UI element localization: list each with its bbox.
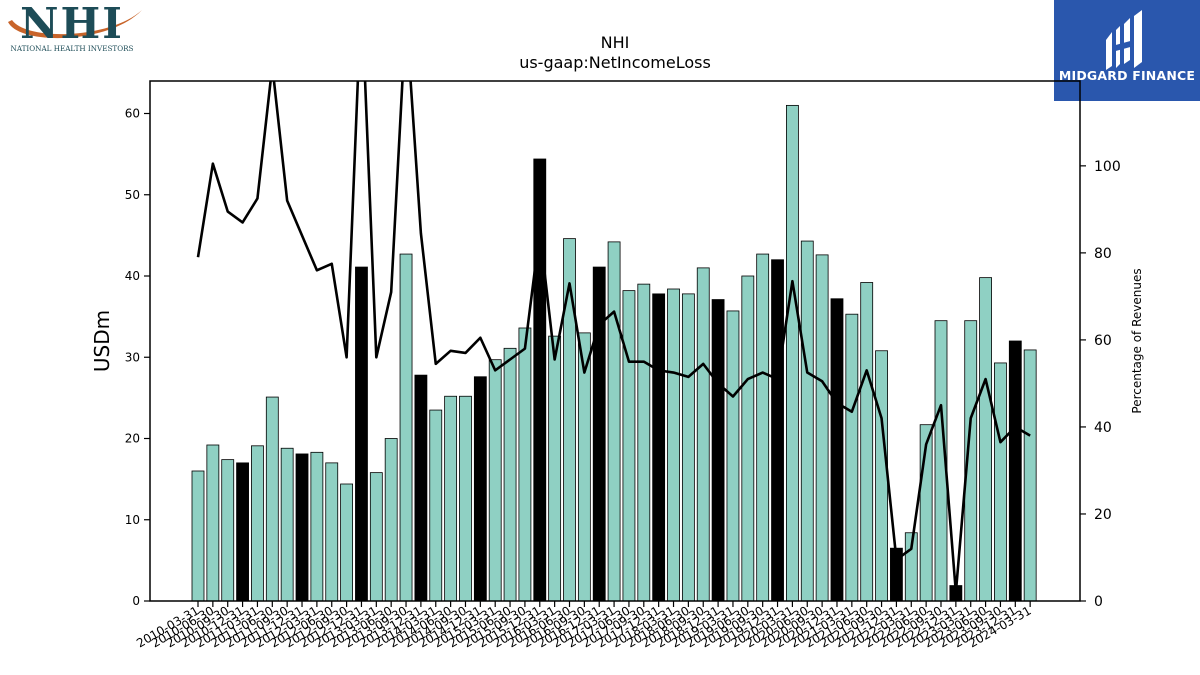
y2-tick-label-20: 20 [1094,507,1112,523]
y2-tick-label-0: 0 [1094,594,1103,610]
bar-22 [518,327,532,602]
y-axis-right: 0 20 40 60 80 100 [1080,159,1121,610]
bar-8 [310,451,324,602]
bar-40 [786,104,799,602]
chart-title: NHI [601,33,630,52]
plot-frame [149,80,1081,602]
bar-24 [548,335,562,602]
y-tick-label-40: 40 [125,269,140,283]
bar-27 [592,266,606,602]
nhi-logo-subtitle: NATIONAL HEALTH INVESTORS [11,44,134,53]
y2-tick-label-60: 60 [1094,333,1112,349]
bar-1 [206,444,220,602]
bar-20 [488,359,502,602]
bar-17 [444,395,458,602]
y2-tick-label-80: 80 [1094,246,1112,262]
bar-30 [637,283,651,602]
bar-12 [369,472,383,602]
bar-35 [711,299,725,602]
bar-0 [191,470,205,602]
bar-46 [875,350,888,602]
bar-25 [563,238,576,602]
bar-28 [607,241,621,602]
bar-42 [815,254,829,602]
percentage-line [196,81,1031,594]
bar-43 [830,298,844,602]
bar-55 [1008,340,1022,602]
y-tick-label-30: 30 [125,350,140,364]
bar-10 [340,483,354,602]
y-axis-left: 0 10 20 30 40 50 60 [125,107,150,608]
bar-53 [979,277,992,602]
bar-36 [726,310,740,602]
bar-11 [355,266,368,602]
bar-19 [473,376,487,602]
y-tick-label-20: 20 [125,432,140,446]
line-group [196,81,1031,594]
bar-16 [429,409,443,602]
bar-34 [696,267,710,602]
bar-23 [533,158,547,602]
bar-3 [236,462,249,602]
y-axis-label: USDm [90,310,114,372]
y-tick-label-10: 10 [125,513,140,527]
bar-45 [860,282,874,602]
bar-2 [221,459,235,602]
bar-9 [325,462,339,602]
bar-5 [265,396,279,602]
bar-7 [295,453,309,602]
y2-tick-label-100: 100 [1094,159,1121,175]
y2-axis-label: Percentage of Revenues [1130,268,1144,413]
bar-29 [622,290,636,602]
bar-15 [414,374,428,602]
y-tick-label-60: 60 [125,107,140,121]
nhi-logo: NHI NATIONAL HEALTH INVESTORS [0,0,150,58]
y-tick-label-50: 50 [125,188,140,202]
bar-38 [756,253,770,602]
chart-subtitle: us-gaap:NetIncomeLoss [519,53,711,72]
y-tick-label-0: 0 [132,594,140,608]
bar-44 [845,313,859,602]
bar-54 [994,362,1007,602]
midgard-logo-text: MIDGARD FINANCE [1058,68,1196,83]
bar-33 [681,293,695,602]
bar-41 [800,240,814,602]
bar-18 [459,395,472,602]
bar-32 [667,288,680,602]
bar-4 [251,445,264,602]
midgard-logo-icon [1106,10,1142,70]
nhi-logo-mark: NHI [20,0,124,48]
bar-13 [384,438,398,602]
midgard-finance-logo: MIDGARD FINANCE [1054,0,1200,101]
bars-group [191,104,1037,602]
bar-56 [1023,349,1037,602]
nhi-logo-graphic: NHI NATIONAL HEALTH INVESTORS [8,0,142,53]
bar-37 [741,275,755,602]
bar-39 [771,259,784,602]
y2-tick-label-40: 40 [1094,420,1112,436]
bar-6 [280,447,294,602]
x-axis: 2010-03-312010-06-302010-09-302010-12-31… [134,601,1034,650]
bar-14 [399,253,413,602]
bar-31 [652,293,666,602]
bar-21 [503,347,517,602]
